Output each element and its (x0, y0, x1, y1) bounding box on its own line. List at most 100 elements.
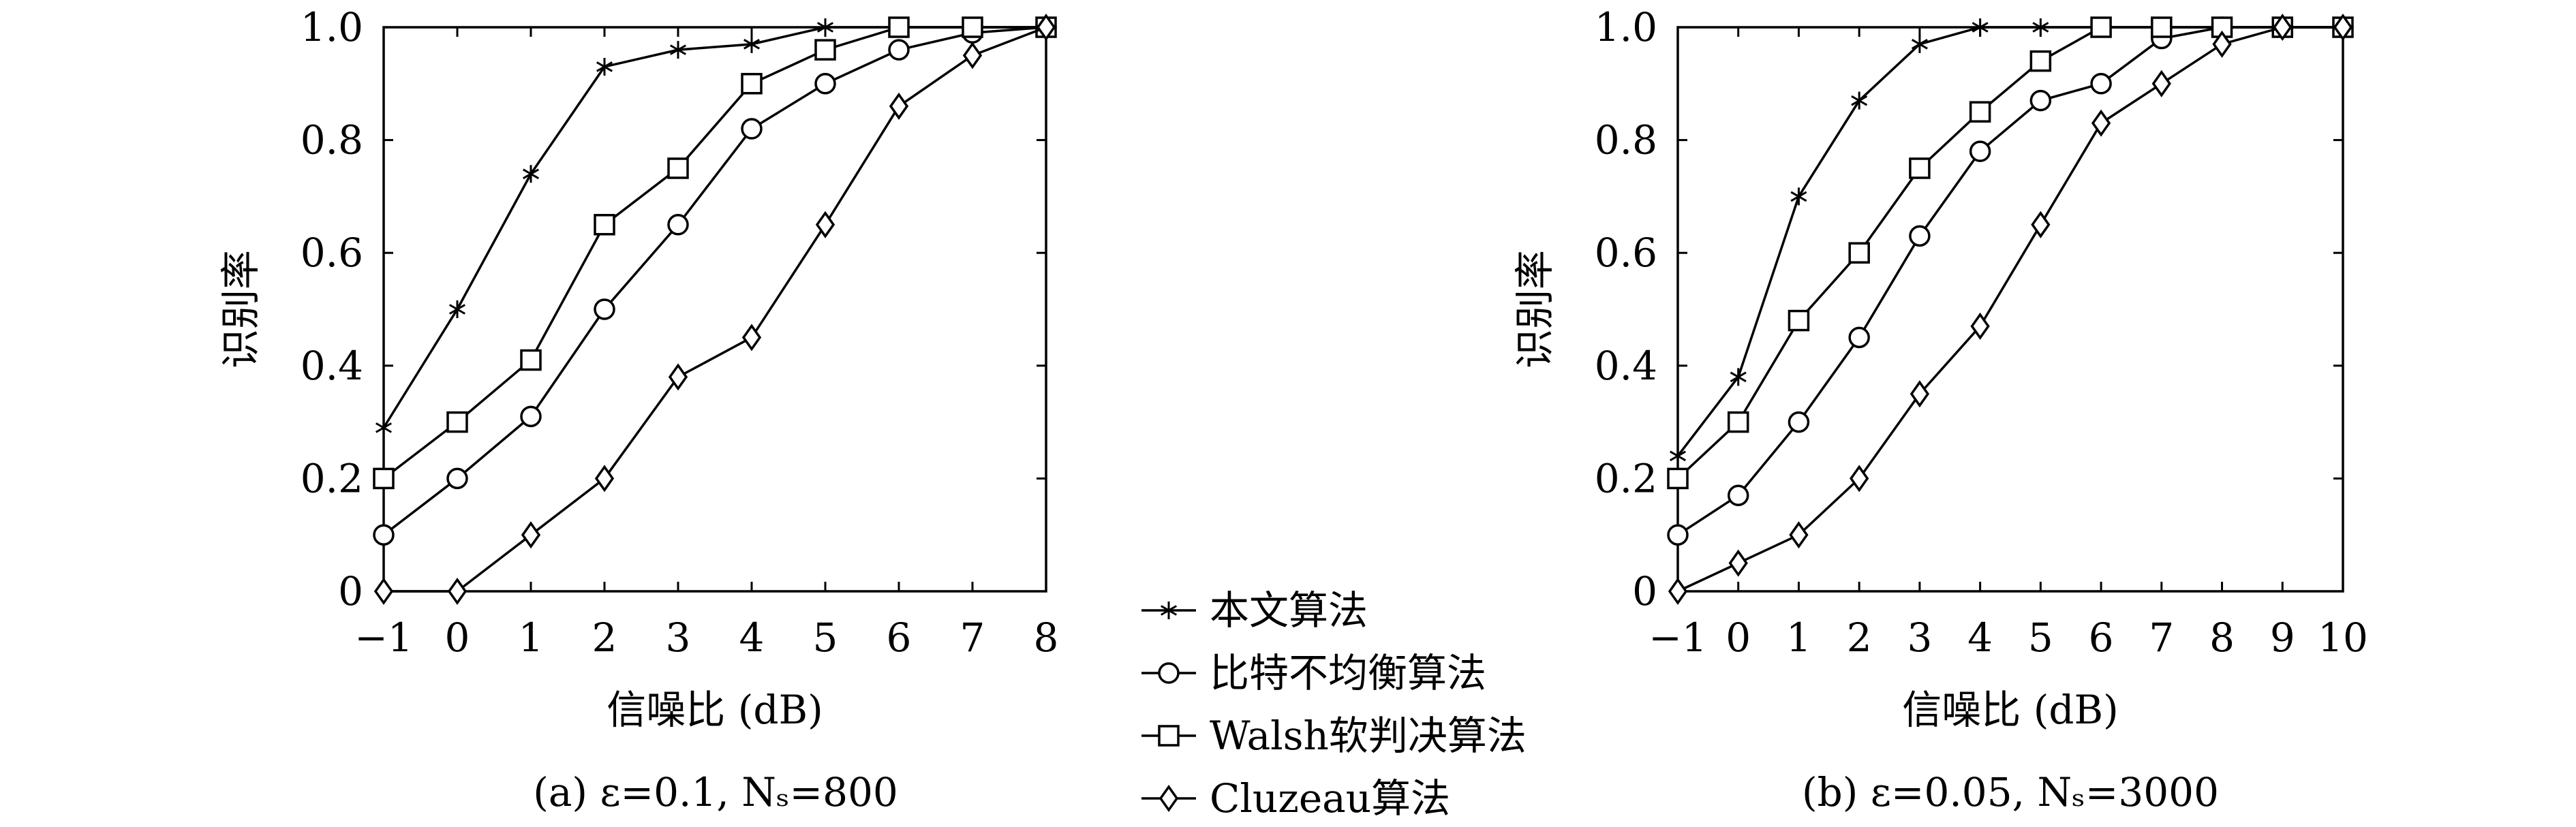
chart-caption: (b) ε=0.05, Nₛ=3000 (1802, 769, 2219, 815)
y-tick-label: 0.6 (301, 230, 363, 276)
x-tick-label: 4 (739, 614, 765, 661)
data-point-circle (888, 39, 910, 61)
legend-marker-circle (1158, 662, 1180, 684)
data-point-circle (594, 298, 615, 320)
y-tick-label: 1.0 (1595, 4, 1657, 50)
chart-caption: (a) ε=0.1, Nₛ=800 (533, 769, 898, 815)
data-point-circle (667, 214, 689, 236)
data-point-square (373, 467, 395, 490)
series-line (1676, 26, 2343, 457)
data-point-square (2029, 50, 2052, 72)
data-point-star (1972, 18, 1989, 36)
legend-label: 本文算法 (1210, 587, 1368, 634)
data-point-diamond (2151, 69, 2171, 97)
y-tick-label: 0.4 (301, 343, 363, 389)
legend-label: 比特不均衡算法 (1210, 650, 1486, 696)
y-tick-label: 0 (338, 568, 363, 614)
data-point-diamond (2212, 30, 2232, 58)
data-point-diamond (1728, 549, 1748, 577)
data-point-circle (1727, 484, 1749, 506)
data-point-square (1909, 157, 1931, 179)
y-tick-label: 0.2 (301, 455, 363, 501)
data-point-diamond (373, 577, 394, 606)
data-point-diamond (2273, 13, 2293, 42)
data-point-diamond (668, 363, 688, 391)
data-point-diamond (1036, 13, 1056, 42)
data-point-diamond (815, 210, 835, 238)
series-line (382, 26, 1046, 428)
data-point-circle (2029, 89, 2052, 112)
y-tick-label: 0.2 (1595, 455, 1657, 501)
x-tick-label: 9 (2270, 614, 2295, 661)
y-tick-label: 0.8 (1595, 117, 1657, 163)
plot-frame (1676, 26, 2344, 593)
data-point-circle (1848, 326, 1870, 349)
x-axis-label: 信噪比 (dB) (607, 687, 823, 733)
data-point-circle (2090, 73, 2112, 95)
x-tick-label: 3 (1907, 614, 1932, 661)
data-point-diamond (741, 324, 762, 352)
y-axis-label: 识别率 (217, 250, 264, 369)
x-tick-label: 7 (960, 614, 985, 661)
data-point-star (1851, 91, 1868, 110)
data-point-star (669, 41, 687, 59)
data-point-diamond (447, 577, 467, 606)
data-point-square (741, 73, 763, 95)
data-point-star (1669, 447, 1687, 465)
data-point-square (2151, 16, 2173, 38)
x-tick-label: 0 (1726, 614, 1751, 661)
data-point-diamond (594, 465, 615, 493)
series-square (373, 16, 1057, 490)
data-point-star (448, 300, 466, 318)
series-line (382, 26, 1046, 480)
data-point-circle (1788, 411, 1810, 433)
legend-marker-star (1160, 602, 1178, 619)
x-tick-label: 1 (519, 614, 544, 661)
data-point-diamond (2091, 109, 2111, 137)
data-point-square (2090, 16, 2112, 38)
data-point-diamond (1850, 465, 1869, 493)
x-tick-label: 5 (2028, 614, 2053, 661)
legend-item: Walsh软判决算法 (1141, 713, 1527, 759)
series-line (1677, 26, 2343, 593)
data-point-circle (446, 467, 468, 490)
data-point-diamond (1910, 380, 1930, 408)
legend-item: 本文算法 (1141, 587, 1368, 634)
series-line (1677, 26, 2343, 536)
data-point-square (1727, 411, 1749, 433)
series-line (1676, 26, 2343, 480)
legend-label: Cluzeau算法 (1210, 775, 1450, 822)
data-point-star (596, 57, 613, 76)
data-point-circle (1969, 140, 1991, 162)
legend-item: Cluzeau算法 (1141, 775, 1450, 822)
data-point-diamond (889, 92, 909, 120)
x-tick-label: 2 (1847, 614, 1872, 661)
data-point-diamond (1668, 577, 1688, 606)
data-point-diamond (1970, 312, 1990, 340)
data-point-star (1730, 368, 1747, 386)
data-point-circle (520, 405, 542, 428)
y-tick-label: 0.6 (1595, 230, 1657, 276)
series-circle (373, 16, 1057, 546)
x-tick-label: 4 (1967, 614, 1993, 661)
data-point-square (594, 214, 615, 236)
data-point-diamond (521, 521, 541, 549)
y-tick-label: 0 (1632, 568, 1657, 614)
x-tick-label: 10 (2318, 614, 2368, 661)
data-point-star (1790, 187, 1807, 206)
data-point-star (816, 18, 834, 36)
data-point-diamond (2031, 210, 2051, 238)
x-tick-label: 8 (1034, 614, 1059, 661)
data-point-square (962, 16, 983, 38)
x-tick-label: 2 (592, 614, 617, 661)
data-point-square (1969, 101, 1991, 123)
data-point-star (2032, 18, 2049, 36)
data-point-circle (1909, 225, 1931, 247)
data-point-star (375, 418, 393, 437)
data-point-circle (741, 118, 763, 140)
series-square (1667, 16, 2354, 490)
data-point-square (667, 157, 689, 179)
data-point-star (522, 165, 540, 183)
